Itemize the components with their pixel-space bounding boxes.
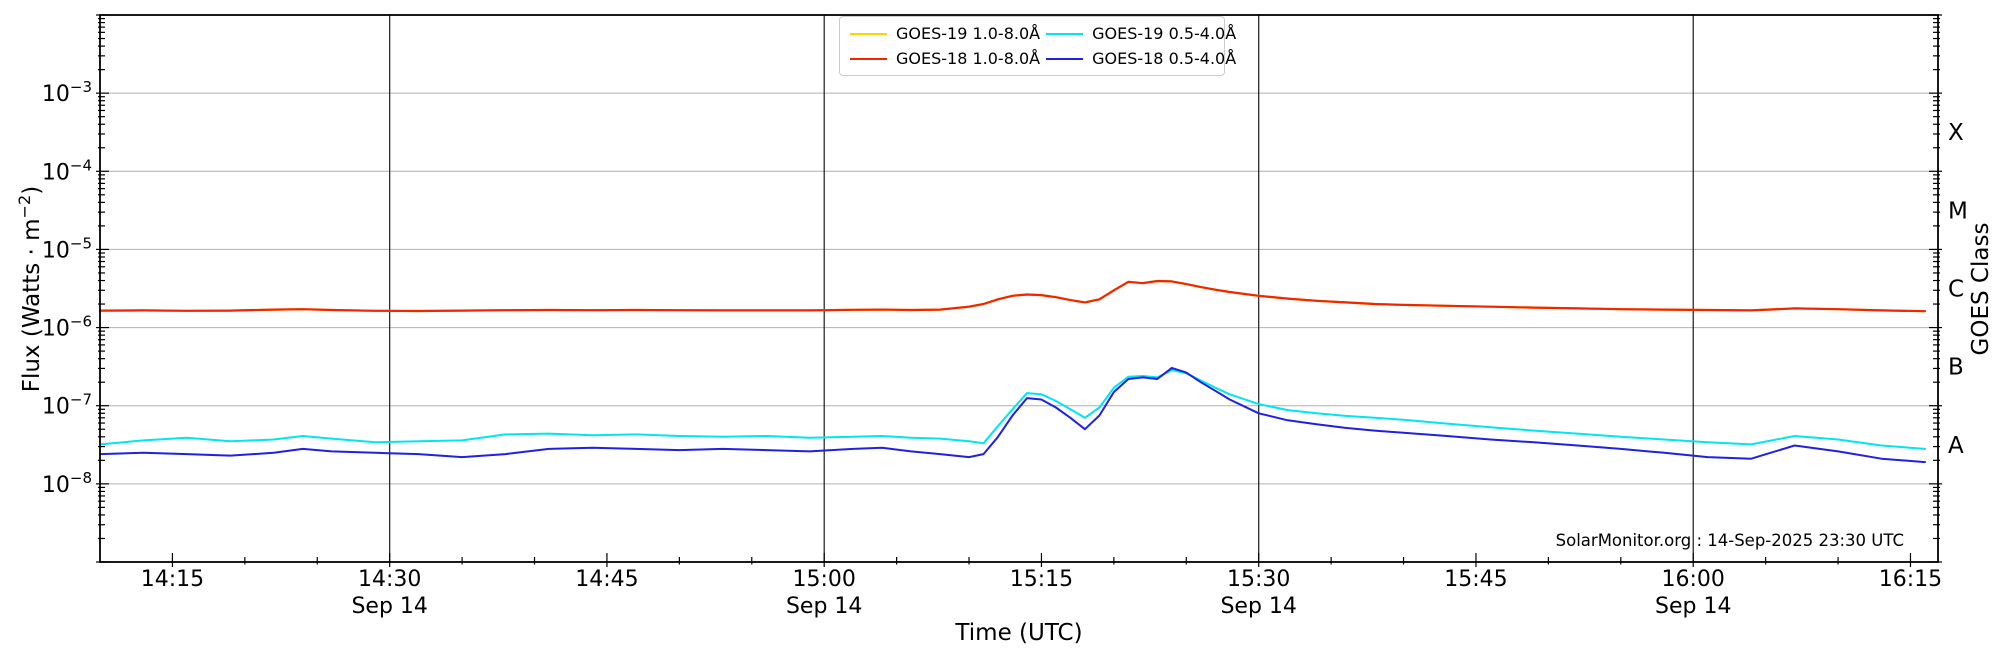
y-axis-label-text: Flux (Watts · m [18, 218, 45, 393]
y-axis-label-goes-class: GOES Class [1968, 222, 1994, 356]
y-tick-label: 10−4 [42, 156, 92, 185]
legend-entry-goes19-short: GOES-19 0.5-4.0Å [1046, 24, 1236, 43]
watermark-solarmonitor: SolarMonitor.org : 14-Sep-2025 23:30 UTC [1555, 531, 1904, 550]
legend-label: GOES-19 0.5-4.0Å [1092, 24, 1237, 43]
goes-class-letter-B: B [1948, 355, 1964, 381]
series-goes18-long [98, 279, 1927, 313]
plot-frame [99, 14, 1939, 563]
goes-class-letter-X: X [1948, 120, 1964, 146]
x-date-sublabel: Sep 14 [1655, 594, 1731, 619]
y-tick-label: 10−8 [42, 469, 92, 498]
y-axis-label-exponent: −2 [15, 194, 35, 219]
legend-box: GOES-19 1.0-8.0Å GOES-18 1.0-8.0Å GOES-19 … [839, 16, 1236, 76]
x-tick-label: 16:15 [1879, 567, 1942, 592]
x-tick-label: 16:00 [1662, 567, 1725, 592]
legend-swatch-goes18-long [850, 57, 887, 60]
y-tick-label: 10−6 [42, 313, 92, 342]
y-tick-label: 10−5 [42, 234, 92, 263]
x-tick-label: 14:15 [141, 567, 204, 592]
y-axis-label-flux: Flux (Watts · m−2) [15, 186, 45, 393]
y-tick-label: 10−3 [42, 78, 92, 107]
x-date-sublabel: Sep 14 [351, 594, 427, 619]
y-axis-label-suffix: ) [18, 185, 45, 195]
x-date-sublabel: Sep 14 [786, 594, 862, 619]
legend-swatch-goes19-long [850, 32, 887, 35]
x-tick-label: 15:45 [1444, 567, 1507, 592]
legend-label: GOES-18 0.5-4.0Å [1092, 49, 1237, 68]
series-goes19-short [99, 369, 1926, 450]
x-tick-label: 14:30 [358, 567, 421, 592]
y-tick-label: 10−7 [42, 391, 92, 420]
legend-label: GOES-19 1.0-8.0Å [896, 24, 1041, 43]
legend-entry-goes19-long: GOES-19 1.0-8.0Å [850, 24, 1040, 43]
x-tick-label: 15:00 [792, 567, 855, 592]
x-tick-label: 15:30 [1227, 567, 1290, 592]
goes-class-letter-A: A [1948, 433, 1964, 459]
legend-entry-goes18-long: GOES-18 1.0-8.0Å [850, 49, 1040, 68]
x-tick-label: 14:45 [575, 567, 638, 592]
legend-swatch-goes18-short [1046, 57, 1084, 60]
goes-class-letter-C: C [1948, 277, 1964, 303]
legend-swatch-goes19-short [1046, 32, 1084, 35]
legend-entry-goes18-short: GOES-18 0.5-4.0Å [1046, 49, 1236, 68]
x-tick-label: 15:15 [1010, 567, 1073, 592]
legend-label: GOES-18 1.0-8.0Å [896, 49, 1041, 68]
x-axis-label-time: Time (UTC) [955, 620, 1083, 646]
series-goes18-short [99, 366, 1926, 464]
x-date-sublabel: Sep 14 [1220, 594, 1296, 619]
goes-class-letter-M: M [1948, 198, 1968, 224]
